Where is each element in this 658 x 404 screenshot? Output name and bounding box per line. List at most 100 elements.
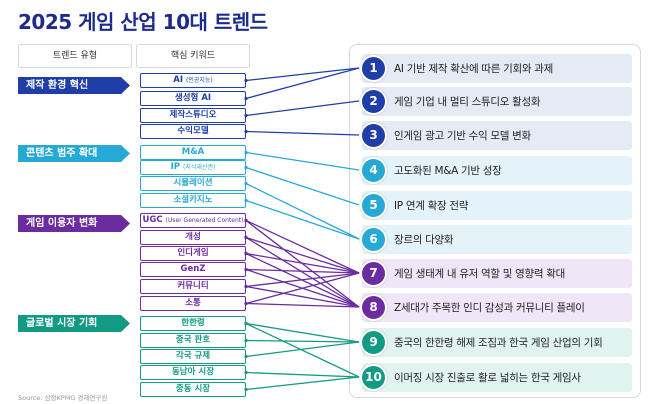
connector-line <box>245 67 360 82</box>
keyword-label: AI <box>173 75 183 85</box>
keyword-box: GenZ <box>140 262 246 277</box>
keyword-label: 시뮬레이션 <box>173 178 213 188</box>
keyword-box: 각국 규제 <box>140 349 246 364</box>
keyword-label: GenZ <box>180 264 206 274</box>
keyword-box: 소통 <box>140 296 246 311</box>
connector-line <box>245 236 360 308</box>
category-label: 글로벌 시장 기회 <box>18 315 130 332</box>
keyword-label: 인디게임 <box>177 248 209 258</box>
connector-line <box>245 100 360 117</box>
keyword-box: AI (인공지능) <box>140 73 246 88</box>
trend-label: 장르의 다양화 <box>394 234 454 246</box>
keyword-label: 각국 규제 <box>175 351 211 361</box>
connector-line <box>245 268 360 274</box>
connector-line <box>245 339 360 343</box>
trend-item: 이머징 시장 진출로 활로 넓히는 한국 게임사 <box>362 363 632 392</box>
connector-line <box>245 371 360 378</box>
trend-item: AI 기반 제작 확산에 따른 기회와 과제 <box>362 54 632 83</box>
keyword-label: 동남아 시장 <box>171 367 215 377</box>
trend-item: 중국의 한한령 해제 조짐과 한국 게임 산업의 기회 <box>362 328 632 357</box>
trend-number-badge: 9 <box>360 329 387 356</box>
trend-number-badge: 5 <box>360 192 387 219</box>
trend-item: Z세대가 주목한 인디 감성과 커뮤니티 플레이 <box>362 293 632 322</box>
keyword-box: M&A <box>140 145 246 160</box>
trend-number-badge: 8 <box>360 294 387 321</box>
keyword-label: 개성 <box>185 232 201 242</box>
keyword-box: 중동 시장 <box>140 382 246 397</box>
keyword-label: M&A <box>181 147 205 157</box>
category-label: 콘텐츠 범주 확대 <box>18 145 130 162</box>
connector-line <box>245 376 360 391</box>
trend-number-badge: 3 <box>360 122 387 149</box>
connector-line <box>245 285 360 308</box>
keyword-box: 생성형 AI <box>140 91 246 106</box>
keyword-box: 시뮬레이션 <box>140 176 246 191</box>
trend-item: 장르의 다양화 <box>362 225 632 254</box>
keyword-label: 중동 시장 <box>175 384 211 394</box>
trend-label: 인게임 광고 기반 수익 모델 변화 <box>394 130 531 142</box>
connector-line <box>245 130 360 136</box>
category-label: 게임 이용자 변화 <box>18 215 130 232</box>
keyword-label: 제작스튜디오 <box>169 110 217 120</box>
source-note: Source: 삼정KPMG 경제연구원 <box>18 394 108 402</box>
connector-line <box>245 302 360 308</box>
trend-number-badge: 7 <box>360 260 387 287</box>
trend-number-badge: 4 <box>360 157 387 184</box>
trend-label: 이머징 시장 진출로 활로 넓히는 한국 게임사 <box>394 372 581 384</box>
page-title: 2025 게임 산업 10대 트렌드 <box>18 10 268 34</box>
keyword-box: 한한령 <box>140 316 246 331</box>
keyword-box: 제작스튜디오 <box>140 108 246 123</box>
connector-line <box>245 341 360 358</box>
keyword-box: IP (지식재산권) <box>140 160 246 175</box>
trend-number-badge: 1 <box>360 55 387 82</box>
trend-number-badge: 2 <box>360 88 387 115</box>
trend-item: 게임 생태계 내 유저 역할 및 영향력 확대 <box>362 259 632 288</box>
connector-line <box>245 272 360 288</box>
keyword-box: UGC (User Generated Content) <box>140 213 246 228</box>
keyword-label: UGC <box>142 215 163 225</box>
keyword-label: 소셜카지노 <box>173 195 213 205</box>
trend-number-badge: 10 <box>360 364 387 391</box>
keyword-label: 중국 판호 <box>175 335 211 345</box>
keyword-label: 커뮤니티 <box>177 281 209 291</box>
header-core-keyword: 핵심 키워드 <box>136 44 250 68</box>
trend-label: 고도화된 M&A 기반 성장 <box>394 165 502 177</box>
keyword-box: 동남아 시장 <box>140 365 246 380</box>
trend-item: IP 연계 확장 전략 <box>362 191 632 220</box>
keyword-label: 한한령 <box>181 318 205 328</box>
trend-item: 고도화된 M&A 기반 성장 <box>362 156 632 185</box>
trend-label: Z세대가 주목한 인디 감성과 커뮤니티 플레이 <box>394 302 585 314</box>
connector-line <box>245 236 360 274</box>
connector-line <box>245 219 360 274</box>
keyword-label: 수익모델 <box>177 126 209 136</box>
keyword-box: 개성 <box>140 230 246 245</box>
connector-line <box>245 67 360 100</box>
trend-label: AI 기반 제작 확산에 따른 기회와 과제 <box>394 63 553 75</box>
connector-line <box>245 219 360 308</box>
connector-line <box>245 268 360 308</box>
keyword-box: 중국 판호 <box>140 333 246 348</box>
header-trend-type: 트렌드 유형 <box>18 44 132 68</box>
trend-label: 중국의 한한령 해제 조짐과 한국 게임 산업의 기회 <box>394 337 603 349</box>
category-label: 제작 환경 혁신 <box>18 77 130 94</box>
keyword-box: 소셜카지노 <box>140 193 246 208</box>
connector-line <box>245 322 360 378</box>
keyword-box: 수익모델 <box>140 124 246 139</box>
connector-line <box>245 182 360 240</box>
keyword-box: 커뮤니티 <box>140 279 246 294</box>
connector-line <box>245 166 360 206</box>
connector-line <box>245 252 360 308</box>
keyword-label: 소통 <box>185 298 201 308</box>
keyword-sublabel: (인공지능) <box>185 77 213 84</box>
keyword-label: IP <box>170 162 181 172</box>
keyword-box: 인디게임 <box>140 246 246 261</box>
connector-line <box>245 322 360 343</box>
connector-line <box>245 199 360 240</box>
trend-label: 게임 기업 내 멀티 스튜디오 활성화 <box>394 96 541 108</box>
keyword-label: 생성형 AI <box>174 93 212 103</box>
keyword-sublabel: (지식재산권) <box>183 164 216 171</box>
connector-line <box>245 272 360 305</box>
keyword-sublabel: (User Generated Content) <box>165 217 244 224</box>
trend-label: IP 연계 확장 전략 <box>394 200 469 212</box>
trend-item: 게임 기업 내 멀티 스튜디오 활성화 <box>362 87 632 116</box>
